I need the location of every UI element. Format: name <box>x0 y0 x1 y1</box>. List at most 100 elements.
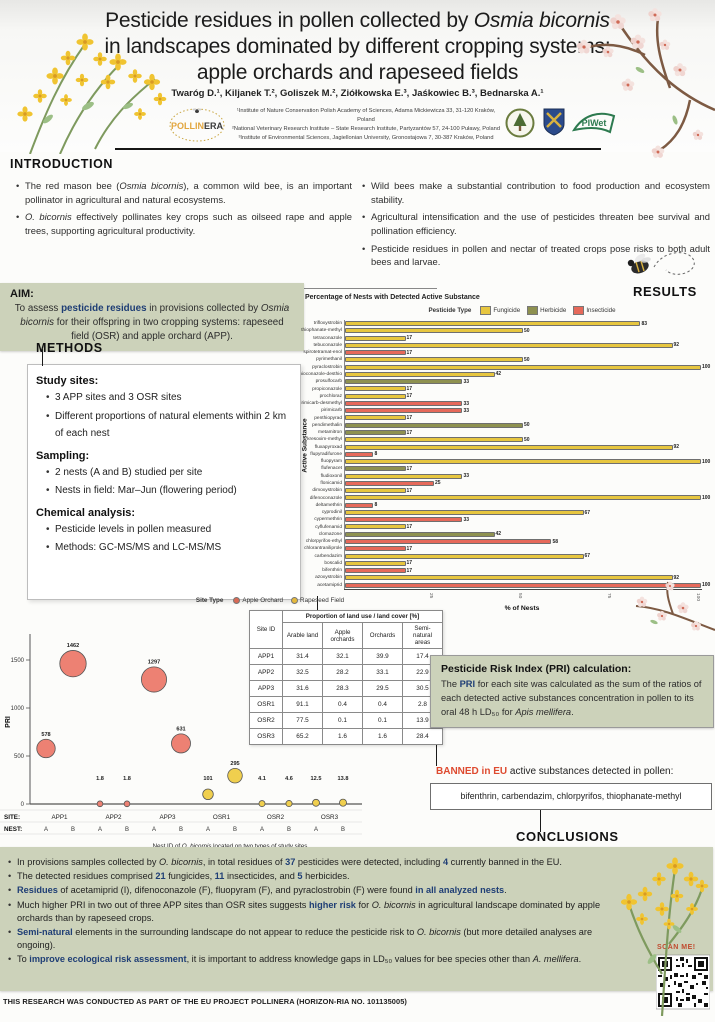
list-item: • Nests in field: Mar–Jun (flowering peri… <box>46 485 237 496</box>
table-title: Proportion of land use / land cover [%] <box>282 610 443 623</box>
bar-row-boscalid: boscalid 17 <box>288 560 712 567</box>
bar-label: chlorantraniliprole <box>304 546 342 552</box>
bar-label: chlorpyrifos-ethyl <box>305 539 342 545</box>
pollinera-logo-text-2: ERA <box>204 121 224 131</box>
table-cell-value: 29.5 <box>362 680 403 697</box>
bar-value: 17 <box>406 545 413 552</box>
bar-label: pendimethalin <box>312 422 342 428</box>
bar-label: prothioconazole-desthio <box>291 371 342 377</box>
list-item: • Pesticide levels in pollen measured <box>46 523 212 535</box>
pri-bubble-APP1-A <box>36 738 56 759</box>
bar <box>345 379 463 385</box>
svg-text:A: A <box>152 827 156 833</box>
bar-value: 17 <box>406 567 413 574</box>
bar-value: 92 <box>673 444 680 451</box>
bar-row-difenoconazole: difenoconazole 100 <box>288 494 712 501</box>
table-cell-value: 65.2 <box>282 728 323 745</box>
table-cell-value: 77.5 <box>282 712 323 729</box>
table-row: APP3 31.6 28.3 29.5 30.5 <box>249 680 443 697</box>
table-cell-value: 33.1 <box>362 664 403 681</box>
bar-row-pirimicarb: pirimicarb 33 <box>288 407 712 414</box>
svg-text:0: 0 <box>21 802 25 808</box>
bar-value: 17 <box>406 349 413 356</box>
svg-text:APP3: APP3 <box>159 814 176 821</box>
methods-group-heading: Sampling: <box>36 449 90 462</box>
bar <box>345 444 673 450</box>
bar <box>345 517 463 523</box>
svg-text:4.6: 4.6 <box>285 776 293 782</box>
bar-row-cyflufenamid: cyflufenamid 17 <box>288 523 712 530</box>
bar-label: propiconazole <box>312 386 342 392</box>
bubble-chart-caption: Nest ID of O. bicornis located on two ty… <box>40 843 420 850</box>
svg-text:B: B <box>341 827 345 833</box>
bar <box>345 371 495 377</box>
svg-text:4.1: 4.1 <box>258 776 266 782</box>
bar-row-fludioxonil: fludioxonil 33 <box>288 473 712 480</box>
bar-row-metamitron: metamitron 17 <box>288 429 712 436</box>
bar-row-deltamethrin: deltamethrin 8 <box>288 502 712 509</box>
bar <box>345 422 523 428</box>
svg-text:OSR2: OSR2 <box>267 814 285 821</box>
bar-value: 67 <box>584 553 591 560</box>
svg-text:APP2: APP2 <box>105 814 122 821</box>
bar-label: pyrimethanil <box>316 357 342 363</box>
connector-line <box>540 806 542 832</box>
bar-value: 42 <box>495 371 502 378</box>
bar-row-clomazone: clomazone 42 <box>288 531 712 538</box>
bar-value: 17 <box>406 429 413 436</box>
bar-label: flupyradifurone <box>310 451 342 457</box>
table-cell-value: 32.1 <box>322 648 363 665</box>
list-item: • The red mason bee (Osmia bicornis), a c… <box>16 180 352 205</box>
bar-row-cypermethrin: cypermethrin 33 <box>288 516 712 523</box>
bar <box>345 488 406 494</box>
table-header-site-id: Site ID <box>249 610 283 649</box>
svg-text:B: B <box>125 827 129 833</box>
bar-value: 33 <box>463 473 470 480</box>
bar-chart-title: Percentage of Nests with Detected Active… <box>305 294 480 301</box>
bar <box>345 335 406 341</box>
bar <box>345 568 406 574</box>
table-cell-value: 32.5 <box>282 664 323 681</box>
bar-label: cyprodinil <box>321 510 342 516</box>
bar-value: 100 <box>702 582 711 589</box>
table-cell-value: 28.2 <box>322 664 363 681</box>
svg-text:631: 631 <box>176 726 185 732</box>
methods-box: Study sites: • 3 APP sites and 3 OSR sites… <box>27 364 301 600</box>
list-item: • Pesticide residues in pollen and nectar… <box>362 242 710 268</box>
pri-bubble-OSR2-B <box>285 800 293 808</box>
svg-text:B: B <box>233 827 237 833</box>
list-item: • To improve ecological risk assessment, … <box>8 954 582 965</box>
table-cell-value: 28.3 <box>322 680 363 697</box>
bar-value: 100 <box>702 364 711 371</box>
bar-row-pyraclostrobin: pyraclostrobin 100 <box>288 364 712 371</box>
scan-me-label: SCAN ME! <box>657 944 696 951</box>
bar-label: bifenthrin <box>322 568 342 574</box>
list-item: • The detected residues comprised 21 fung… <box>8 870 350 881</box>
bar-row-cyprodinil: cyprodinil 67 <box>288 509 712 516</box>
bar-row-pendimethalin: pendimethalin 50 <box>288 422 712 429</box>
bar-value: 33 <box>463 407 470 414</box>
methods-group: Sampling: • 2 nests (A and B) studied per … <box>36 450 292 500</box>
bar-chart-x-axis <box>344 589 702 591</box>
bar-chart-plot: trifloxystrobin 83 thiophanate-methyl 50 tet… <box>288 320 712 589</box>
bar <box>345 321 641 326</box>
list-item: • Semi-natural elements in the surroundin… <box>8 926 593 950</box>
pri-bubble-OSR3-A <box>312 798 320 807</box>
legend-item-herbicide: Herbicide <box>527 306 566 315</box>
bar-value: 17 <box>406 393 413 400</box>
bar <box>345 459 701 465</box>
bar-row-spirotetramat-enol: spirotetramat-enol 17 <box>288 349 712 356</box>
bar-value: 17 <box>406 560 413 567</box>
bar-row-flupyradifurone: flupyradifurone 8 <box>288 451 712 458</box>
introduction-right-column: • Wild bees make a substantial contributi… <box>362 179 710 273</box>
list-item: • Much higher PRI in two out of three APP… <box>8 899 601 923</box>
bar-label: trifloxystrobin <box>313 321 342 327</box>
bar-value: 42 <box>495 531 502 538</box>
svg-text:B: B <box>179 827 183 833</box>
list-item: • Methods: GC-MS/MS and LC-MS/MS <box>46 542 222 553</box>
table-column-header: Arable land <box>282 622 323 649</box>
bar <box>345 466 406 472</box>
pri-bubble-chart: 050010001500PRISITE:NEST:578A1462BAPP11.… <box>0 634 362 835</box>
pri-bubble-OSR2-A <box>258 800 266 808</box>
